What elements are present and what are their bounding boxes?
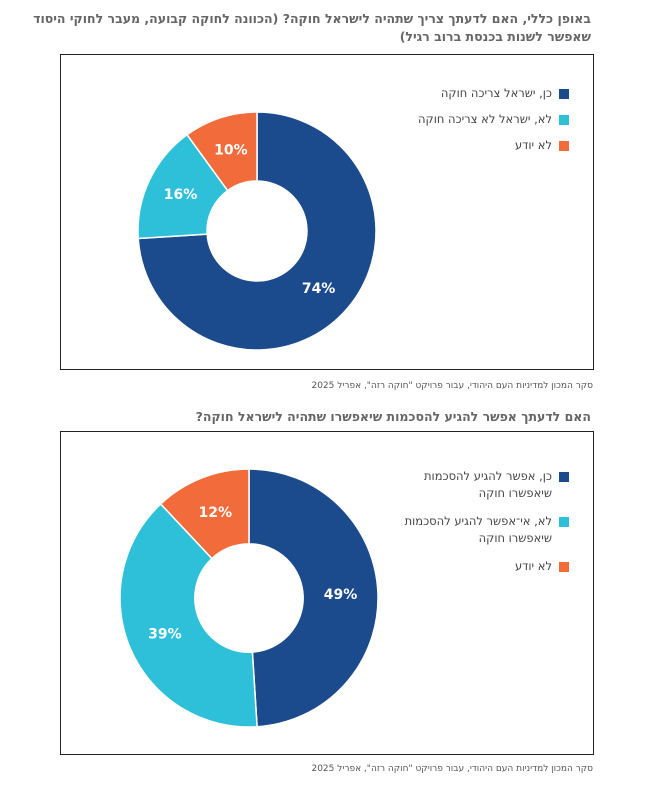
chart1-title: באופן כללי, האם לדעתך צריך שתהיה לישראל …	[33, 11, 591, 44]
chart2-legend-swatch-no	[559, 517, 569, 527]
chart2-slice-yes	[248, 468, 379, 728]
chart1-data-label-dontknow: 10%	[214, 143, 248, 159]
chart1-slice-dontknow	[186, 111, 258, 192]
chart1-legend-swatch-yes	[559, 89, 569, 99]
chart1-legend-label-dontknow: לא יודע	[514, 138, 552, 152]
chart2-legend-swatch-yes	[559, 472, 569, 482]
chart2-slice-dontknow	[159, 468, 250, 560]
chart2-panel: 49% 39% 12% כן, אפשר להגיע להסכמות שיאפשרו…	[60, 431, 594, 755]
chart2-legend-item-yes: כן, אפשר להגיע להסכמות שיאפשרו חוקה	[402, 468, 569, 502]
chart2-slice-no	[119, 502, 258, 728]
chart2-donut: 49% 39% 12%	[119, 468, 379, 728]
chart1-legend-item-yes: כן, ישראל צריכה חוקה	[418, 85, 569, 102]
chart2-legend-item-no: לא, אי־אפשר להגיע להסכמות שיאפשרו חוקה	[402, 513, 569, 547]
chart1-data-label-no: 16%	[164, 187, 198, 203]
chart2-data-label-yes: 49%	[324, 587, 358, 603]
chart2-legend-label-yes: כן, אפשר להגיע להסכמות שיאפשרו חוקה	[424, 469, 552, 500]
chart1-donut: 74% 16% 10%	[137, 111, 377, 351]
chart1-legend-swatch-dontknow	[559, 141, 569, 151]
chart1-legend-swatch-no	[559, 115, 569, 125]
chart2-data-label-no: 39%	[148, 626, 182, 642]
chart1-slice-yes	[137, 111, 377, 351]
chart2-legend: כן, אפשר להגיע להסכמות שיאפשרו חוקה לא, …	[402, 468, 569, 586]
chart1-legend-label-yes: כן, ישראל צריכה חוקה	[440, 86, 552, 100]
chart1-data-label-yes: 74%	[302, 281, 336, 297]
chart1-source: סקר המכון למדיניות העם היהודי, עבור פרוי…	[311, 381, 593, 391]
chart2-title: האם לדעתך אפשר להגיע להסכמות שיאפשרו שתה…	[195, 409, 591, 424]
chart2-source: סקר המכון למדיניות העם היהודי, עבור פרוי…	[311, 764, 593, 774]
chart1-legend-item-no: לא, ישראל לא צריכה חוקה	[418, 111, 569, 128]
chart2-legend-swatch-dontknow	[559, 562, 569, 572]
chart1-legend: כן, ישראל צריכה חוקה לא, ישראל לא צריכה …	[418, 85, 569, 163]
chart1-panel: 74% 16% 10% כן, ישראל צריכה חוקה לא, ישראל…	[60, 54, 594, 370]
chart2-data-label-dontknow: 12%	[199, 505, 233, 521]
chart1-legend-item-dontknow: לא יודע	[418, 137, 569, 154]
chart2-legend-item-dontknow: לא יודע	[402, 558, 569, 575]
chart2-legend-label-no: לא, אי־אפשר להגיע להסכמות שיאפשרו חוקה	[404, 514, 552, 545]
chart1-legend-label-no: לא, ישראל לא צריכה חוקה	[418, 112, 552, 126]
chart2-legend-label-dontknow: לא יודע	[514, 559, 552, 573]
